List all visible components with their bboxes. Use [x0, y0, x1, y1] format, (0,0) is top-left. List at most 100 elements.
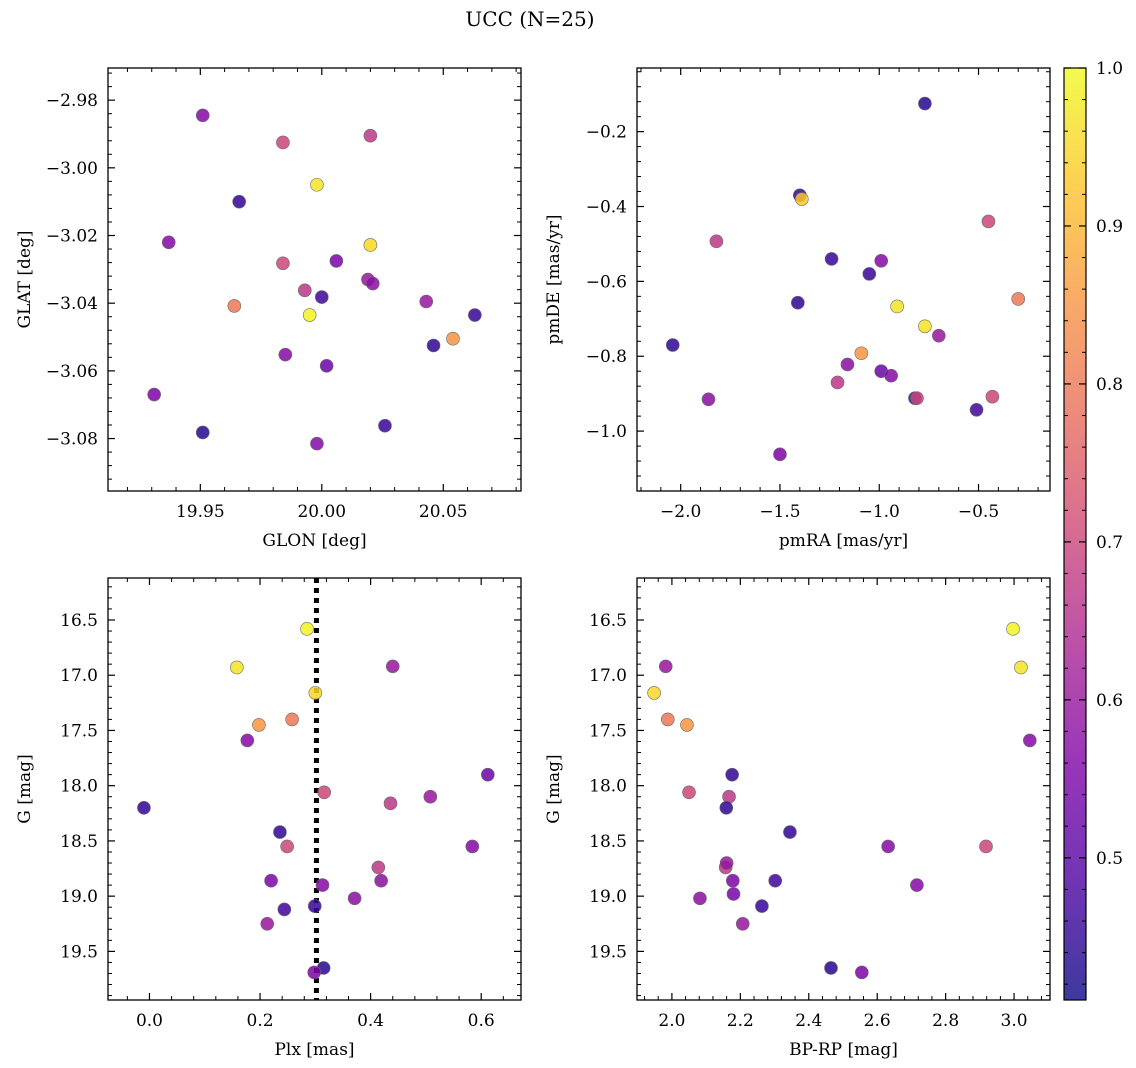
data-point [969, 402, 984, 417]
data-point [277, 902, 292, 917]
data-point [918, 319, 932, 334]
data-point [366, 276, 380, 291]
data-point [315, 878, 330, 892]
data-point [446, 331, 460, 346]
x-tick-label: 20.05 [419, 502, 468, 522]
colorbar-tick-label: 1.0 [1096, 59, 1123, 79]
colorbar-tick-label: 0.7 [1096, 533, 1123, 553]
data-point [378, 418, 392, 433]
y-tick-label: 17.0 [60, 666, 98, 686]
x-axis-label: GLON [deg] [262, 531, 366, 551]
x-tick-label: 0.4 [357, 1011, 384, 1031]
y-tick-label: −1.0 [586, 422, 627, 442]
data-point [297, 283, 312, 298]
data-point [426, 338, 441, 353]
y-axis-label: G [mag] [15, 754, 35, 823]
data-point [307, 899, 322, 913]
colorbar: 0.5 0.6 0.7 0.8 0.9 1.0 [1063, 59, 1123, 1001]
data-point [419, 294, 434, 309]
data-point [725, 767, 739, 782]
data-point [773, 447, 787, 462]
y-tick-label: 19.5 [60, 942, 98, 962]
data-point [1014, 660, 1028, 675]
y-axis-label: pmDE [mas/yr] [544, 214, 564, 344]
data-point [347, 891, 362, 906]
data-point [647, 686, 661, 700]
x-axis-label: BP-RP [mag] [789, 1040, 898, 1060]
data-point [693, 891, 707, 906]
data-point [278, 347, 293, 362]
colorbar-frame [1063, 67, 1087, 1001]
data-point [910, 391, 924, 405]
panel-bprp-g: 2.0 2.2 2.4 2.6 2.8 3.0 16.5 17.0 17.5 18.0 18.5 19… [544, 577, 1051, 1060]
data-point [329, 254, 344, 268]
plot-frame [636, 67, 1051, 492]
data-point [862, 267, 877, 281]
data-point [854, 346, 869, 361]
y-tick-label: 16.5 [589, 611, 627, 631]
y-tick-label: 16.5 [60, 611, 98, 631]
data-point [981, 214, 996, 229]
y-tick-label: −3.04 [46, 294, 98, 314]
data-point [465, 839, 480, 854]
data-point [910, 878, 924, 892]
data-point [884, 368, 898, 383]
data-point [280, 839, 294, 854]
colorbar-tick-label: 0.9 [1096, 217, 1123, 237]
y-tick-label: 18.5 [589, 832, 627, 852]
data-point [481, 767, 495, 782]
panel-glon-glat: 19.95 20.00 20.05 −3.08 −3.06 −3.04 −3.02 −3.00… [15, 67, 522, 551]
x-tick-label: 0.2 [247, 1011, 274, 1031]
data-point [374, 873, 388, 888]
y-tick-label: −3.00 [46, 159, 98, 179]
x-tick-label: 2.6 [864, 1011, 891, 1031]
data-point [881, 839, 895, 854]
data-point [227, 299, 242, 313]
x-tick-label: 20.00 [297, 502, 346, 522]
data-point [709, 234, 724, 249]
data-point [979, 839, 993, 854]
data-point [252, 718, 266, 732]
plot-frame [107, 67, 522, 492]
x-tick-label: 0.6 [468, 1011, 495, 1031]
data-point [783, 825, 797, 839]
data-point [985, 389, 1000, 404]
y-tick-label: 19.5 [589, 942, 627, 962]
data-point [285, 712, 299, 727]
y-tick-label: −0.6 [586, 272, 627, 292]
x-tick-label: −1.0 [859, 502, 900, 522]
data-point [735, 916, 750, 931]
data-point [260, 916, 275, 931]
data-point [791, 295, 805, 310]
plot-frame [107, 577, 522, 1001]
x-axis-label: pmRA [mas/yr] [779, 531, 908, 551]
panel-plx-g: 0.0 0.2 0.4 0.6 16.5 17.0 17.5 18.0 18.5 19.0 19.5… [15, 577, 522, 1060]
data-point [300, 622, 314, 636]
figure-title: UCC (N=25) [465, 7, 594, 31]
data-point [273, 825, 287, 839]
data-point [385, 659, 400, 674]
y-tick-label: 19.0 [60, 887, 98, 907]
data-point [161, 235, 176, 250]
data-point [468, 308, 482, 322]
data-point [195, 425, 210, 440]
data-point [276, 256, 290, 271]
y-tick-label: −3.08 [46, 430, 98, 450]
panel-pmra-pmde: −2.0 −1.5 −1.0 −0.5 −1.0 −0.8 −0.6 −0.4 −0.2 pmRA… [544, 67, 1051, 551]
y-tick-label: −3.02 [46, 227, 98, 247]
data-point [1023, 733, 1037, 748]
y-tick-label: −0.4 [586, 198, 627, 218]
data-point [755, 899, 769, 913]
data-point [840, 357, 855, 372]
y-tick-label: 17.5 [60, 721, 98, 741]
y-tick-label: 17.0 [589, 666, 627, 686]
data-point [830, 375, 845, 390]
x-tick-label: −2.0 [660, 502, 701, 522]
y-axis-label: G [mag] [544, 754, 564, 823]
data-point [665, 338, 680, 352]
data-point [264, 873, 278, 888]
data-point [874, 253, 889, 268]
data-point [230, 660, 244, 675]
x-tick-label: 19.95 [176, 502, 225, 522]
